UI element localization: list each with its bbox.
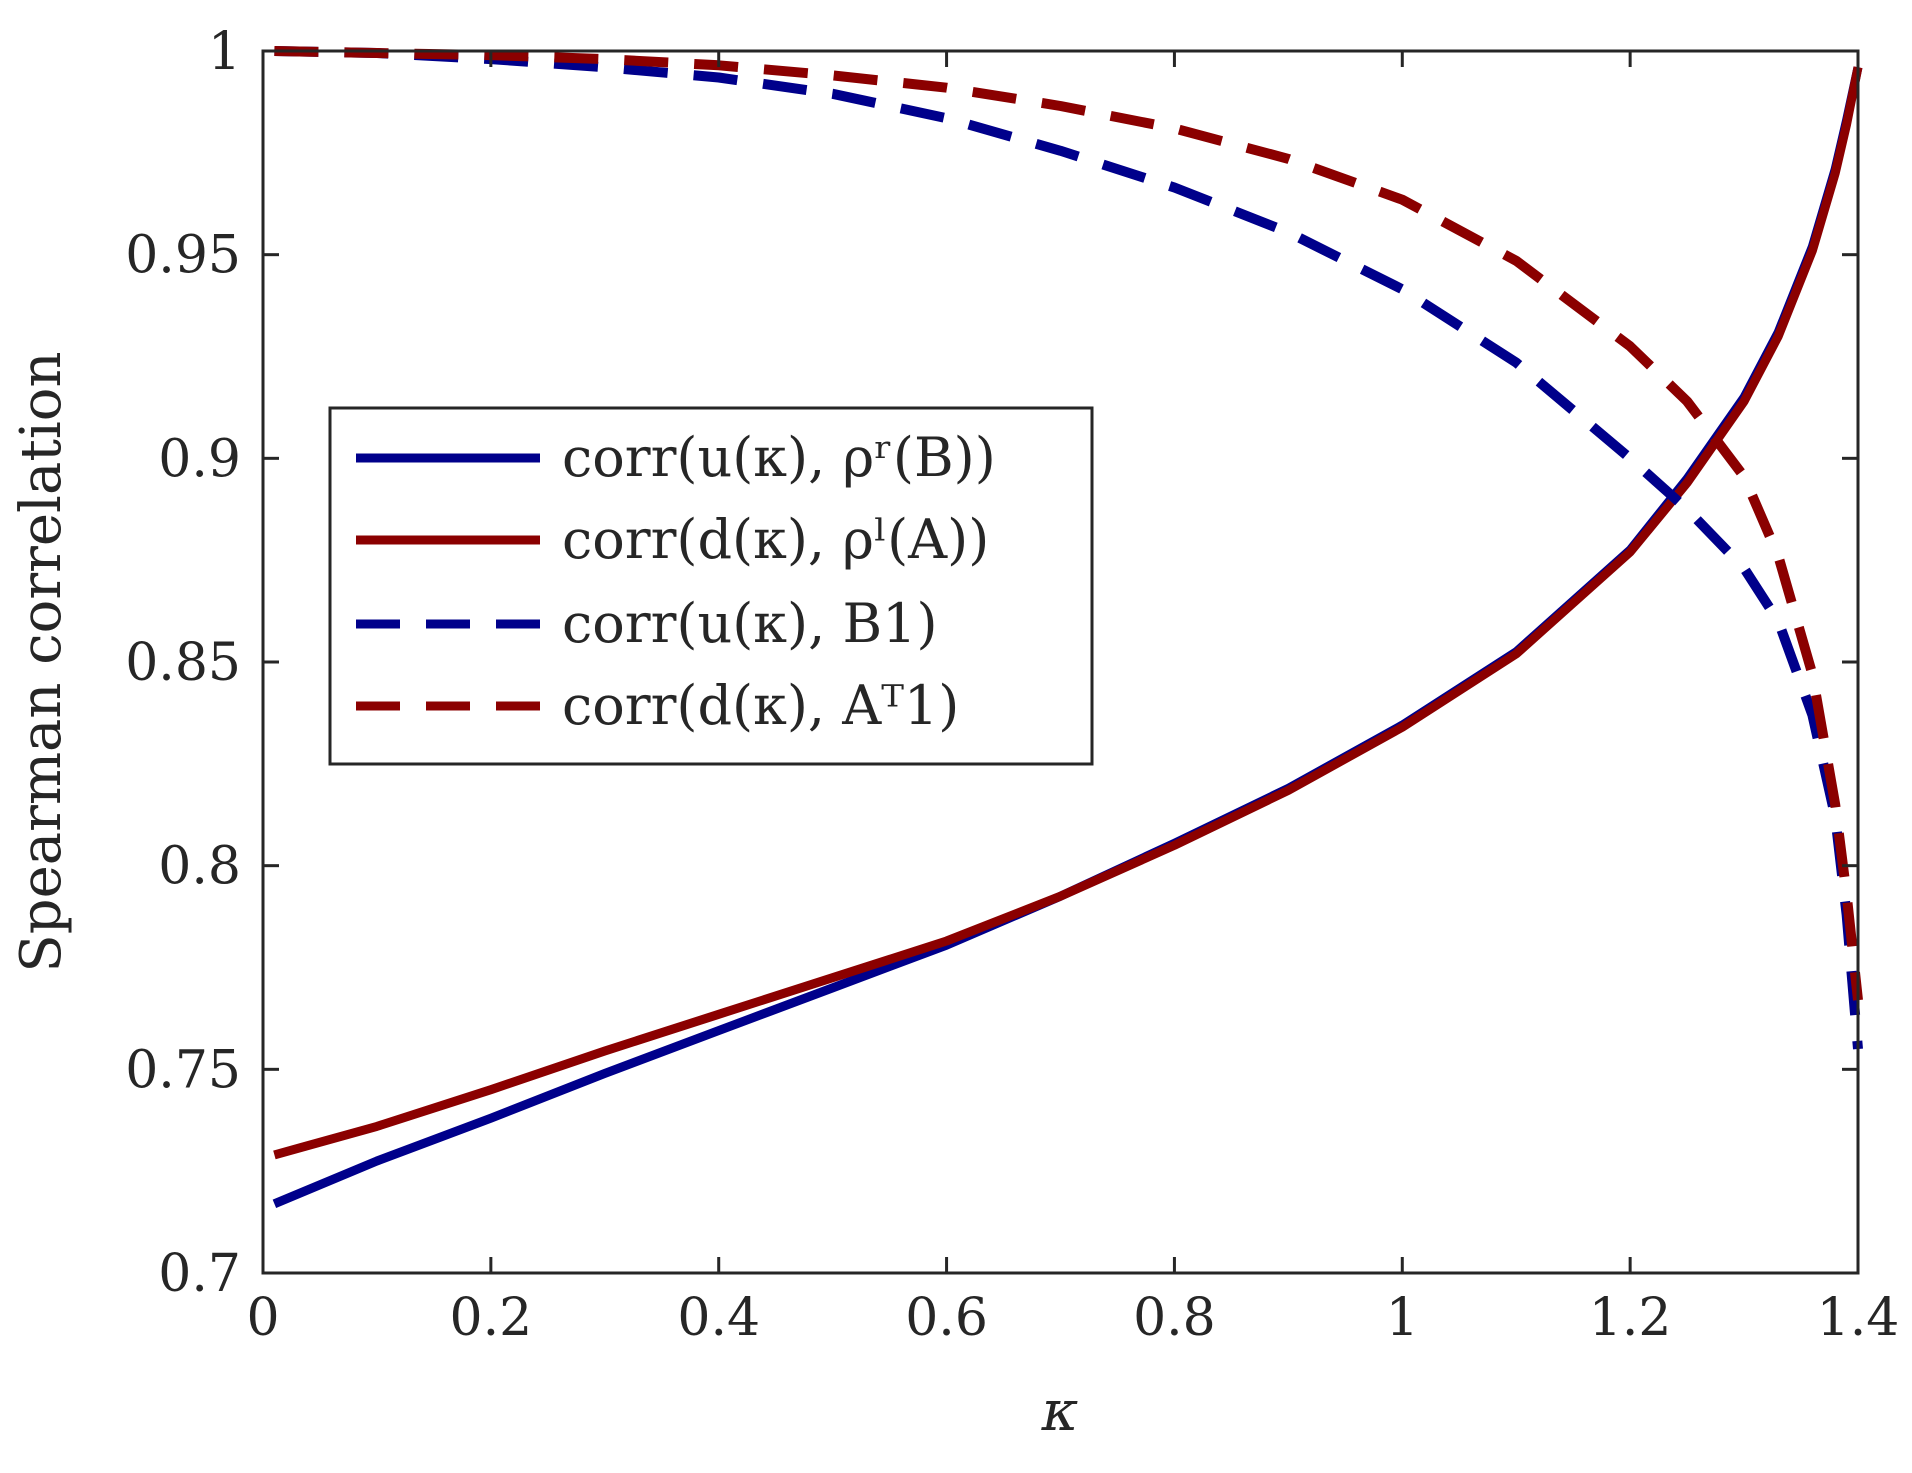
x-tick-label-0: 0 xyxy=(246,1288,279,1348)
y-tick-label-1: 0.75 xyxy=(125,1040,241,1100)
series-line-4 xyxy=(274,46,1863,1001)
x-tick-label-5: 1 xyxy=(1386,1288,1419,1348)
series-line-2 xyxy=(273,66,1863,1160)
series-line-3 xyxy=(274,46,1863,1050)
legend: corr(u(κ), ρʳ(B)) corr(d(κ), ρˡ(A)) corr… xyxy=(328,406,1094,766)
x-tick-label-3: 0.6 xyxy=(905,1288,988,1348)
y-tick-label-0: 0.7 xyxy=(158,1244,241,1304)
y-tick-label-4: 0.9 xyxy=(158,429,241,489)
x-tick-label-2: 0.4 xyxy=(677,1288,760,1348)
plot-frame xyxy=(261,49,1860,1275)
y-axis-label: Spearman correlation xyxy=(9,351,74,972)
y-tick-label-2: 0.8 xyxy=(158,837,241,897)
y-tick-label-3: 0.85 xyxy=(125,633,241,693)
x-axis-label: κ xyxy=(1041,1379,1079,1444)
ticks-layer: 0 0.2 0.4 0.6 0.8 1 1.2 1.4 0.7 0.75 0.8 0.85 0.9 0.9… xyxy=(125,22,1899,1348)
legend-label-d-at1: corr(d(κ), Aᵀ1) xyxy=(562,674,959,737)
x-tick-label-1: 0.2 xyxy=(450,1288,533,1348)
x-tick-label-6: 1.2 xyxy=(1589,1288,1672,1348)
legend-label-u-rho-r: corr(u(κ), ρʳ(B)) xyxy=(562,426,996,489)
y-tick-label-5: 0.95 xyxy=(125,226,241,286)
y-tick-label-6: 1 xyxy=(208,22,241,82)
legend-label-u-b1: corr(u(κ), B1) xyxy=(562,592,938,655)
x-tick-label-7: 1.4 xyxy=(1817,1288,1900,1348)
legend-label-d-rho-l: corr(d(κ), ρˡ(A)) xyxy=(562,508,989,571)
series-layer xyxy=(272,46,1863,1208)
x-tick-label-4: 0.8 xyxy=(1133,1288,1216,1348)
